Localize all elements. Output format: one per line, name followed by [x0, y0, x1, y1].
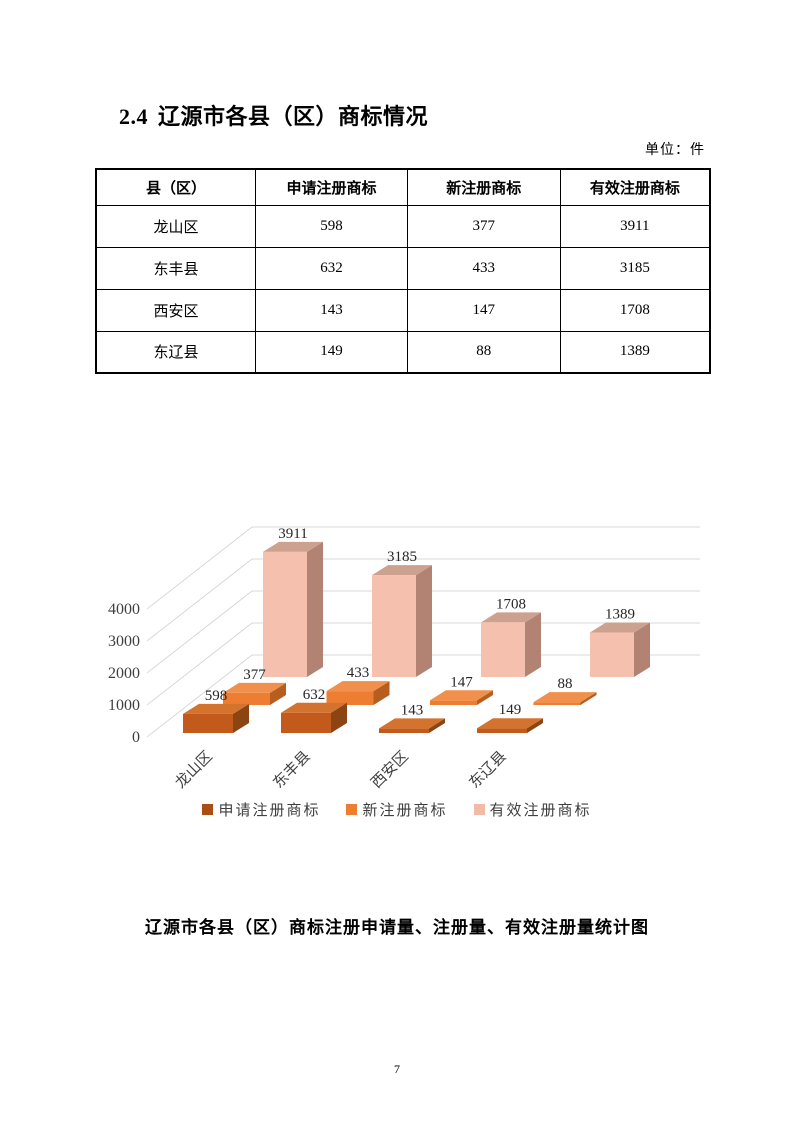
- svg-text:598: 598: [205, 688, 228, 704]
- section-number: 2.4: [119, 104, 148, 129]
- svg-text:632: 632: [303, 687, 326, 703]
- legend-label: 新注册商标: [362, 803, 448, 819]
- cell-valid: 3185: [559, 246, 711, 290]
- legend-label: 申请注册商标: [218, 803, 321, 819]
- cell-applied: 632: [255, 246, 408, 290]
- cell-new: 377: [406, 204, 561, 248]
- svg-text:4000: 4000: [108, 601, 140, 618]
- section-heading: 2.4 辽源市各县（区）商标情况: [119, 99, 428, 131]
- chart-legend: 申请注册商标 新注册商标 有效注册商标: [0, 799, 794, 820]
- table-header-applied: 申请注册商标: [255, 168, 408, 206]
- svg-text:377: 377: [243, 667, 266, 683]
- table-row: 西安区 143 147 1708: [95, 288, 711, 332]
- cell-new: 147: [406, 288, 561, 332]
- svg-text:3185: 3185: [387, 549, 417, 565]
- table-row: 东丰县 632 433 3185: [95, 246, 711, 290]
- cell-valid: 1708: [559, 288, 711, 332]
- table-row: 东辽县 149 88 1389: [95, 330, 711, 374]
- svg-text:1000: 1000: [108, 697, 140, 714]
- svg-text:1708: 1708: [496, 596, 526, 612]
- svg-text:88: 88: [558, 676, 573, 692]
- cell-applied: 143: [255, 288, 408, 332]
- cell-county: 东辽县: [95, 330, 257, 374]
- legend-swatch-valid-icon: [473, 804, 485, 815]
- trademark-table: 县（区） 申请注册商标 新注册商标 有效注册商标 龙山区 598 377 391…: [95, 168, 711, 374]
- cell-applied: 149: [255, 330, 408, 374]
- svg-text:3000: 3000: [108, 633, 140, 650]
- table-container: 县（区） 申请注册商标 新注册商标 有效注册商标 龙山区 598 377 391…: [95, 168, 711, 374]
- svg-text:龙山区: 龙山区: [172, 748, 216, 792]
- svg-text:147: 147: [450, 674, 473, 690]
- svg-text:433: 433: [347, 665, 370, 681]
- svg-text:东辽县: 东辽县: [466, 748, 510, 792]
- figure-caption: 辽源市各县（区）商标注册申请量、注册量、有效注册量统计图: [145, 918, 649, 937]
- svg-text:149: 149: [499, 702, 522, 718]
- table-header-valid: 有效注册商标: [559, 168, 711, 206]
- legend-swatch-applied-icon: [202, 804, 214, 815]
- unit-label: 单位：件: [645, 143, 705, 158]
- cell-valid: 3911: [559, 204, 711, 248]
- svg-text:143: 143: [401, 702, 424, 718]
- cell-valid: 1389: [559, 330, 711, 374]
- cell-county: 龙山区: [95, 204, 257, 248]
- cell-new: 433: [406, 246, 561, 290]
- legend-item-new: 新注册商标: [346, 799, 447, 820]
- cell-county: 东丰县: [95, 246, 257, 290]
- svg-text:2000: 2000: [108, 665, 140, 682]
- svg-text:0: 0: [132, 729, 140, 746]
- svg-text:3911: 3911: [278, 526, 307, 542]
- svg-text:1389: 1389: [605, 607, 635, 623]
- table-header-row: 县（区） 申请注册商标 新注册商标 有效注册商标: [95, 168, 711, 206]
- legend-swatch-new-icon: [346, 804, 358, 815]
- table-row: 龙山区 598 377 3911: [95, 204, 711, 248]
- svg-text:西安区: 西安区: [368, 748, 412, 792]
- legend-label: 有效注册商标: [489, 803, 592, 819]
- page-number: 7: [394, 1062, 400, 1076]
- svg-text:东丰县: 东丰县: [270, 748, 314, 792]
- section-title: 辽源市各县（区）商标情况: [158, 104, 429, 129]
- cell-county: 西安区: [95, 288, 257, 332]
- legend-item-applied: 申请注册商标: [202, 799, 320, 820]
- table-header-new: 新注册商标: [406, 168, 561, 206]
- legend-item-valid: 有效注册商标: [473, 799, 592, 820]
- cell-applied: 598: [255, 204, 408, 248]
- cell-new: 88: [406, 330, 561, 374]
- table-header-county: 县（区）: [95, 168, 257, 206]
